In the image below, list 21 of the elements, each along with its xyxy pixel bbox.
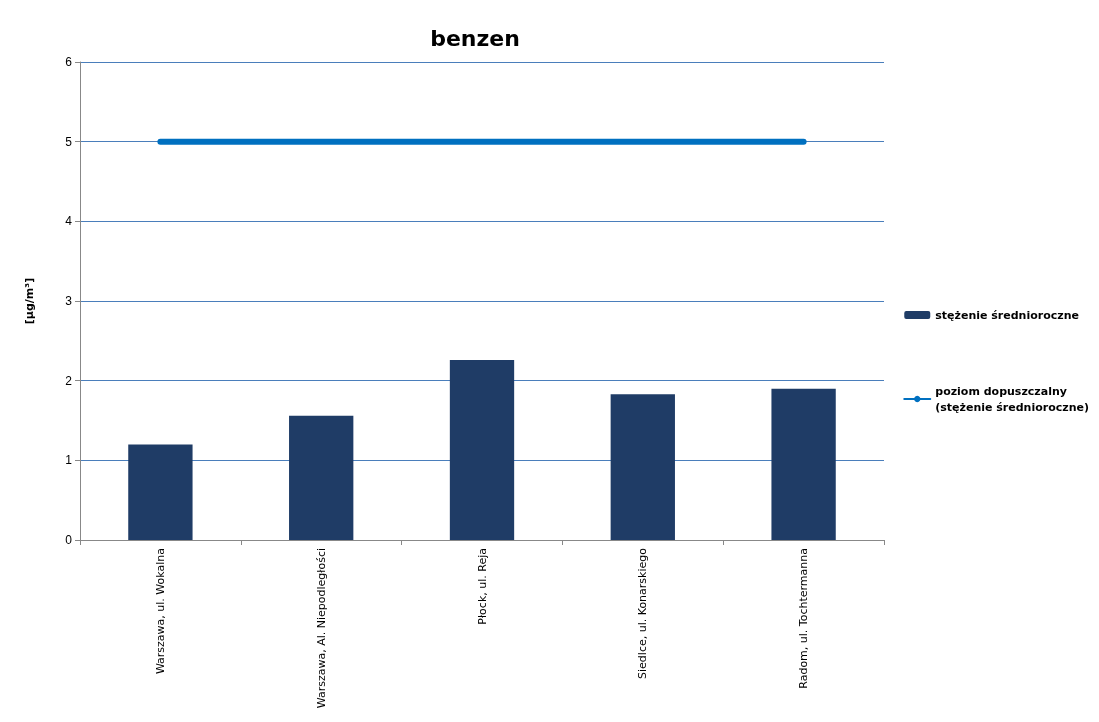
x-tick-label: Warszawa, Al. Niepodległości — [314, 548, 328, 709]
bar — [610, 394, 675, 540]
y-tick-label: 6 — [65, 55, 73, 69]
legend-label: poziom dopuszczalny (stężenie średnioroczne) — [935, 384, 1090, 414]
bar — [449, 359, 515, 540]
x-tick-label: Radom, ul. Tochtermanna — [797, 548, 811, 689]
y-tick-label: 1 — [65, 453, 73, 468]
y-tick-label: 2 — [65, 373, 73, 388]
x-tick-label: Warszawa, ul. Wokalna — [153, 548, 167, 675]
x-tick-label: Siedlce, ul. Konarskiego — [636, 547, 650, 679]
bar — [289, 415, 354, 540]
y-axis-title: [µg/m³] — [23, 277, 36, 325]
bar — [128, 444, 193, 540]
x-tick-label: Płock, ul. Reja — [475, 548, 489, 625]
y-tick-label: 0 — [65, 533, 73, 547]
bar — [771, 388, 836, 540]
y-tick-label: 5 — [65, 134, 73, 149]
y-tick-label: 3 — [65, 294, 73, 308]
chart-title: benzen — [430, 25, 520, 51]
y-tick-label: 4 — [65, 214, 73, 229]
legend-label: stężenie średnioroczne — [935, 308, 1079, 322]
